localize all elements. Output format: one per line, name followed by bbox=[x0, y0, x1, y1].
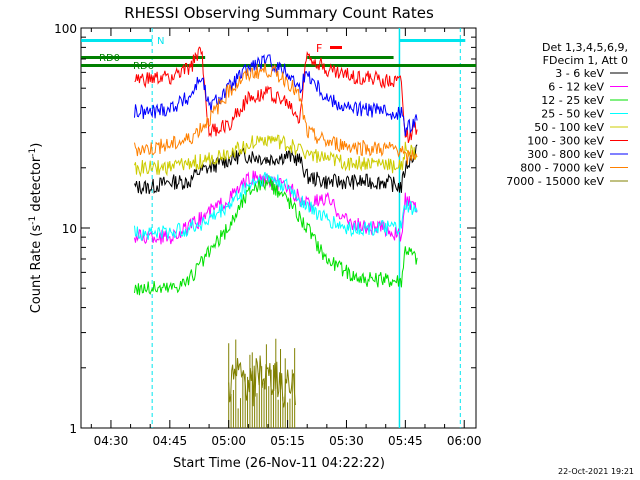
rd0-bar-2 bbox=[307, 56, 394, 59]
rd6-label: RD6 bbox=[133, 61, 154, 72]
x-axis-label: Start Time (26-Nov-11 04:22:22) bbox=[173, 456, 385, 471]
y-axis-label-mid: detector bbox=[29, 156, 44, 216]
legend-entry-label: 7000 - 15000 keV bbox=[506, 175, 604, 188]
annotations: N F RD0 RD6 bbox=[99, 36, 342, 72]
y-axis: 1 10 100 bbox=[54, 22, 476, 436]
night-bar-right bbox=[399, 39, 466, 42]
series-line bbox=[134, 54, 418, 137]
x-tick-label: 06:00 bbox=[447, 434, 482, 448]
legend: Det 1,3,4,5,6,9, FDecim 1, Att 0 3 - 6 k… bbox=[506, 41, 628, 188]
legend-header-2: FDecim 1, Att 0 bbox=[543, 54, 628, 67]
footer-date: 22-Oct-2021 19:21 bbox=[558, 467, 634, 476]
x-tick-label: 05:00 bbox=[211, 434, 246, 448]
night-markers bbox=[81, 28, 476, 428]
y-axis-label-end: ) bbox=[29, 143, 44, 148]
night-label: N bbox=[157, 36, 164, 47]
legend-entry-label: 25 - 50 keV bbox=[541, 108, 604, 121]
legend-entry-label: 800 - 7000 keV bbox=[520, 162, 604, 175]
legend-entry-label: 12 - 25 keV bbox=[541, 94, 604, 107]
series-line bbox=[134, 144, 418, 195]
flare-bar bbox=[330, 46, 342, 49]
plot-frame bbox=[80, 27, 477, 429]
series-line bbox=[134, 171, 418, 242]
x-tick-label: 05:45 bbox=[388, 434, 423, 448]
y-axis-label-main: Count Rate (s bbox=[29, 225, 44, 314]
y-tick-label: 100 bbox=[54, 22, 77, 36]
x-tick-label: 05:30 bbox=[329, 434, 364, 448]
night-bar-left bbox=[81, 39, 153, 42]
rd0-label: RD0 bbox=[99, 53, 120, 64]
series-line bbox=[134, 134, 418, 178]
legend-entry-label: 300 - 800 keV bbox=[527, 148, 604, 161]
legend-entry-label: 3 - 6 keV bbox=[555, 67, 604, 80]
chart-title: RHESSI Observing Summary Count Rates bbox=[124, 4, 434, 22]
x-tick-label: 04:45 bbox=[153, 434, 188, 448]
x-tick-label: 05:15 bbox=[270, 434, 305, 448]
series-line bbox=[134, 63, 418, 165]
x-axis: 04:30 04:45 05:00 05:15 05:30 05:45 06:00 bbox=[90, 28, 482, 448]
legend-entry-label: 50 - 100 keV bbox=[534, 121, 604, 134]
y-axis-label-exp1: -1 bbox=[28, 216, 38, 225]
rd0-bar bbox=[81, 56, 206, 59]
y-tick-label: 10 bbox=[62, 222, 77, 236]
y-axis-label-exp2: -1 bbox=[28, 148, 38, 157]
flare-label: F bbox=[316, 42, 322, 55]
series-line bbox=[134, 175, 418, 296]
y-axis-label: Count Rate (s-1 detector-1) bbox=[28, 143, 44, 314]
legend-entry-label: 100 - 300 keV bbox=[527, 135, 604, 148]
series-line bbox=[134, 46, 418, 144]
legend-header-1: Det 1,3,4,5,6,9, bbox=[542, 41, 628, 54]
legend-entry-label: 6 - 12 keV bbox=[548, 81, 604, 94]
x-tick-label: 04:30 bbox=[94, 434, 129, 448]
y-tick-label: 1 bbox=[69, 422, 77, 436]
series-layer bbox=[134, 46, 418, 428]
